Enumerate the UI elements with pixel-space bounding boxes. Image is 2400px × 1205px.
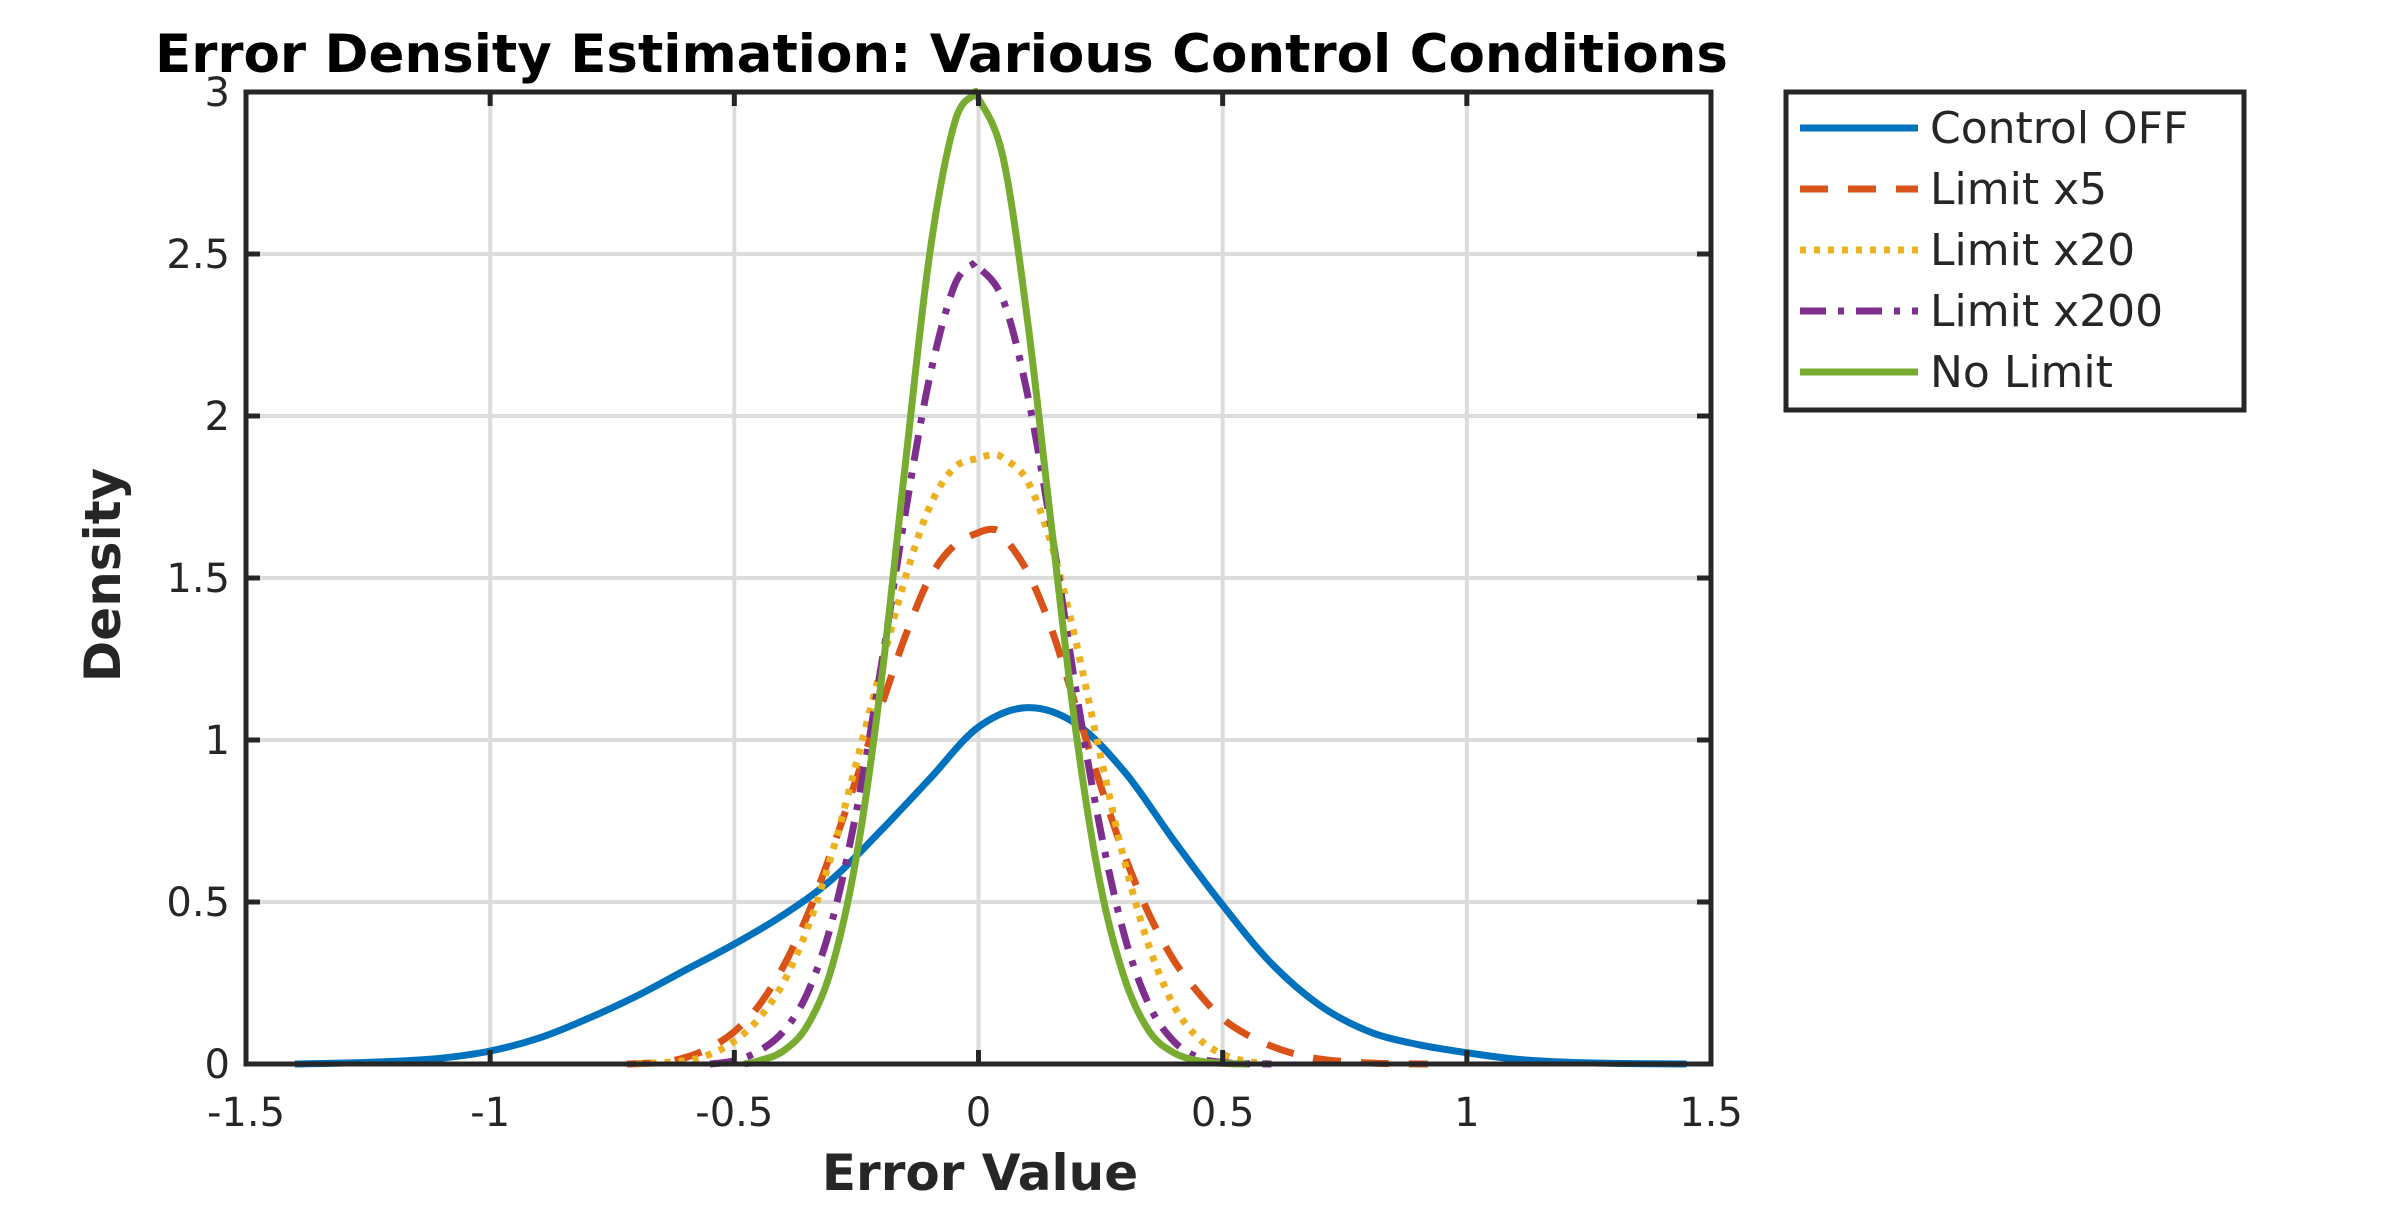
x-tick-label: 0 xyxy=(966,1090,991,1136)
legend-items: Control OFF Limit x5 Limit x20 Limit x200 No… xyxy=(1800,103,2188,398)
chart-title: Error Density Estimation: Various Contro… xyxy=(155,24,1728,85)
legend-label-no-limit: No Limit xyxy=(1930,347,2113,398)
y-tick-label: 1 xyxy=(205,718,230,764)
y-tick-label: 3 xyxy=(205,70,230,116)
y-axis-title: Density xyxy=(74,468,132,682)
tick-layer: -1.5 -1 -0.5 0 0.5 1 1.5 0 0.5 1 1.5 2 2.5 3 xyxy=(166,70,1742,1136)
legend: Control OFF Limit x5 Limit x20 Limit x200 No… xyxy=(1783,89,2247,413)
legend-box xyxy=(1783,89,2247,413)
series-line-limit-x5 xyxy=(626,525,1428,1068)
series-line-limit-x20 xyxy=(636,451,1272,1068)
series-line-limit-x200 xyxy=(709,258,1272,1068)
grid-layer xyxy=(246,92,1711,1064)
legend-label-limit-x5: Limit x5 xyxy=(1930,164,2107,215)
legend-label-control-off: Control OFF xyxy=(1930,103,2188,154)
x-tick-label: -1 xyxy=(470,1090,510,1136)
y-tick-label: 2.5 xyxy=(166,232,230,278)
x-tick-label: 1 xyxy=(1454,1090,1479,1136)
y-tick-label: 0.5 xyxy=(166,880,230,926)
x-tick-label: -0.5 xyxy=(695,1090,773,1136)
y-tick-label: 2 xyxy=(205,394,230,440)
y-tick-label: 0 xyxy=(205,1042,230,1088)
x-axis-title: Error Value xyxy=(822,1144,1138,1200)
y-tick-label: 1.5 xyxy=(166,556,230,602)
x-tick-label: 0.5 xyxy=(1191,1090,1255,1136)
legend-label-limit-x20: Limit x20 xyxy=(1930,225,2135,276)
series-line-control-off xyxy=(294,704,1687,1068)
x-tick-label: -1.5 xyxy=(207,1090,285,1136)
x-tick-label: 1.5 xyxy=(1679,1090,1743,1136)
legend-label-limit-x200: Limit x200 xyxy=(1930,286,2163,337)
